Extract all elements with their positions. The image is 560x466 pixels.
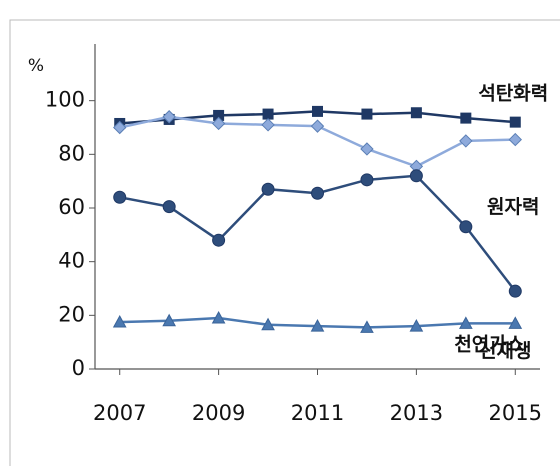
- y-tick-label: 80: [58, 141, 85, 165]
- marker: [509, 116, 521, 128]
- x-tick-label: 2011: [291, 401, 344, 425]
- x-tick-label: 2007: [93, 401, 146, 425]
- marker: [113, 190, 127, 204]
- y-tick-label: 0: [72, 356, 85, 380]
- series-label: 석탄화력: [478, 83, 548, 105]
- marker: [508, 284, 522, 298]
- marker: [311, 186, 324, 200]
- series-label: 신재생: [479, 340, 531, 362]
- x-tick-label: 2015: [489, 401, 542, 425]
- marker: [112, 314, 127, 328]
- marker: [162, 313, 177, 327]
- marker: [409, 169, 423, 183]
- marker: [508, 316, 523, 329]
- y-unit-label: %: [28, 56, 44, 76]
- series-label: 천연가스: [454, 334, 524, 356]
- y-tick-label: 100: [45, 88, 85, 112]
- marker: [211, 116, 226, 131]
- marker: [113, 120, 127, 135]
- marker: [162, 200, 176, 214]
- x-tick-label: 2013: [390, 401, 443, 425]
- marker: [212, 233, 226, 247]
- marker: [261, 118, 275, 132]
- marker: [162, 110, 176, 124]
- marker: [261, 182, 275, 196]
- marker: [459, 220, 473, 234]
- marker: [460, 112, 472, 124]
- x-tick-label: 2009: [192, 401, 245, 425]
- marker: [508, 132, 522, 147]
- series-label: 원자력: [487, 196, 539, 218]
- y-tick-label: 20: [58, 302, 85, 326]
- marker: [310, 319, 325, 332]
- marker: [410, 107, 422, 119]
- marker: [361, 108, 373, 120]
- marker: [211, 310, 226, 324]
- marker: [409, 319, 424, 332]
- marker: [360, 142, 374, 156]
- frame: [9, 19, 560, 466]
- marker: [312, 105, 323, 117]
- marker: [360, 320, 374, 333]
- marker: [360, 173, 374, 187]
- marker: [459, 134, 473, 148]
- marker: [458, 316, 473, 329]
- y-tick-label: 60: [58, 195, 85, 219]
- marker: [261, 317, 275, 331]
- y-tick-label: 40: [58, 249, 85, 273]
- marker: [310, 119, 325, 133]
- marker: [262, 108, 274, 120]
